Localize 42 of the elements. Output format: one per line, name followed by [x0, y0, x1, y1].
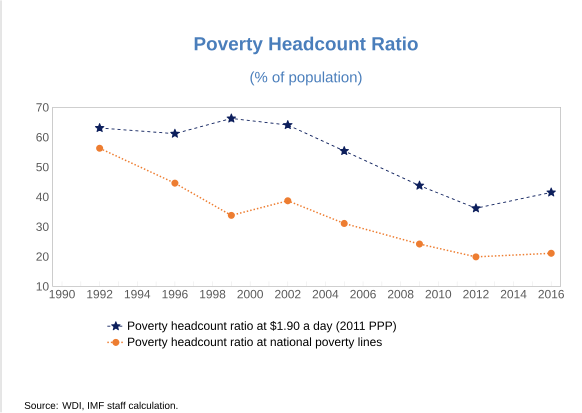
x-tick-label: 2006 [350, 290, 376, 298]
x-tick-label: 2002 [275, 290, 300, 298]
point [226, 114, 236, 123]
y-tick-label: 20 [36, 252, 49, 261]
x-tick-label: 1992 [87, 290, 112, 298]
y-tick-label: 40 [36, 192, 49, 202]
point [171, 180, 178, 187]
x-tick-label: 1990 [50, 290, 75, 298]
source-note: Source: WDI, IMF staff calculation. [24, 402, 178, 410]
point [94, 123, 104, 132]
x-tick-label: 2014 [500, 290, 527, 298]
y-tick-label: 10 [36, 282, 49, 291]
chart-subtitle: (% of population) [250, 72, 362, 86]
x-tick-label: 1998 [200, 290, 226, 298]
point [414, 180, 424, 190]
point [471, 203, 481, 212]
x-tick-label: 2010 [426, 290, 452, 298]
point [283, 120, 292, 130]
point [546, 188, 556, 197]
point [284, 197, 292, 204]
point [340, 220, 348, 228]
point [170, 128, 180, 138]
chart-title: Poverty Headcount Ratio [194, 36, 418, 54]
x-tick-label: 2008 [388, 290, 414, 298]
y-tick-label: 50 [36, 162, 49, 172]
point [228, 212, 235, 220]
point [340, 146, 349, 156]
y-tick-label: 30 [36, 222, 49, 232]
legend-label: Poverty headcount ratio at national poverty lines [128, 337, 382, 349]
x-tick-label: 1996 [162, 290, 188, 298]
y-tick-label: 60 [36, 133, 49, 142]
x-tick-label: 2012 [463, 290, 489, 298]
x-tick-label: 2004 [312, 290, 338, 298]
point [472, 253, 480, 260]
x-tick-label: 1994 [124, 290, 150, 298]
point [548, 250, 555, 257]
legend-label: Poverty headcount ratio at $1.90 a day (2011 PPP) [128, 321, 396, 332]
x-tick-label: 2000 [237, 290, 263, 298]
x-tick-label: 2016 [538, 290, 564, 298]
point [416, 240, 424, 248]
point [96, 144, 104, 152]
y-tick-label: 70 [36, 103, 49, 112]
